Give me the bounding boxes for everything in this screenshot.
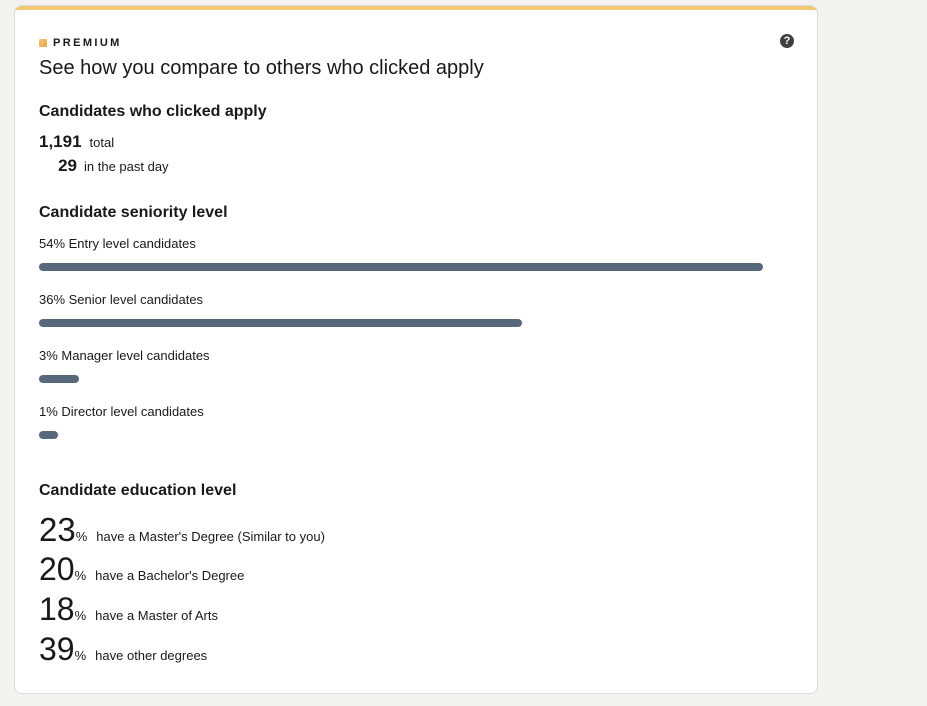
education-other-value: 39: [39, 631, 75, 667]
education-other-label: have other degrees: [95, 648, 208, 663]
premium-label: PREMIUM: [53, 37, 122, 49]
education-bachelors-unit: %: [74, 568, 87, 583]
education-masters-row: 23 % have a Master's Degree (Similar to …: [39, 511, 325, 549]
premium-accent-bar: [15, 6, 817, 10]
past-day-applicants-label: in the past day: [84, 159, 169, 174]
education-other-row: 39 % have other degrees: [39, 631, 207, 668]
education-master-of-arts-row: 18 % have a Master of Arts: [39, 591, 218, 628]
total-applicants-row: 1,191 total: [39, 132, 114, 152]
education-bachelors-row: 20 % have a Bachelor's Degree: [39, 551, 244, 588]
past-day-applicants-row: 29 in the past day: [39, 156, 169, 176]
education-bachelors-value: 20: [39, 551, 75, 587]
premium-icon: [39, 39, 47, 47]
education-master-of-arts-value: 18: [39, 591, 75, 627]
education-masters-value: 23: [39, 511, 76, 548]
seniority-entry-bar-track: [39, 263, 763, 271]
premium-badge: PREMIUM: [39, 37, 122, 49]
education-bachelors-label: have a Bachelor's Degree: [95, 568, 245, 583]
seniority-manager-bar-track: [39, 375, 763, 383]
applicants-heading: Candidates who clicked apply: [39, 103, 267, 120]
education-other-unit: %: [74, 648, 87, 663]
seniority-director-label: 1% Director level candidates: [39, 404, 204, 419]
seniority-manager-bar: [39, 375, 79, 383]
seniority-entry-label: 54% Entry level candidates: [39, 236, 196, 251]
education-heading: Candidate education level: [39, 482, 237, 499]
seniority-senior-bar-track: [39, 319, 763, 327]
education-masters-unit: %: [75, 529, 88, 544]
card-title: See how you compare to others who clicke…: [39, 57, 484, 79]
applicant-insights-card: PREMIUM ? See how you compare to others …: [14, 5, 818, 694]
seniority-entry-bar: [39, 263, 763, 271]
education-masters-label: have a Master's Degree (Similar to you): [96, 529, 325, 544]
education-master-of-arts-unit: %: [74, 608, 87, 623]
total-applicants-value: 1,191: [39, 132, 82, 151]
seniority-senior-label: 36% Senior level candidates: [39, 292, 204, 307]
question-circle-icon[interactable]: ?: [780, 34, 794, 48]
seniority-manager-label: 3% Manager level candidates: [39, 348, 210, 363]
past-day-applicants-value: 29: [58, 156, 77, 175]
seniority-director-bar: [39, 431, 58, 439]
seniority-director-bar-track: [39, 431, 763, 439]
seniority-heading: Candidate seniority level: [39, 204, 228, 221]
education-master-of-arts-label: have a Master of Arts: [95, 608, 218, 623]
seniority-senior-bar: [39, 319, 522, 327]
total-applicants-label: total: [89, 135, 115, 150]
